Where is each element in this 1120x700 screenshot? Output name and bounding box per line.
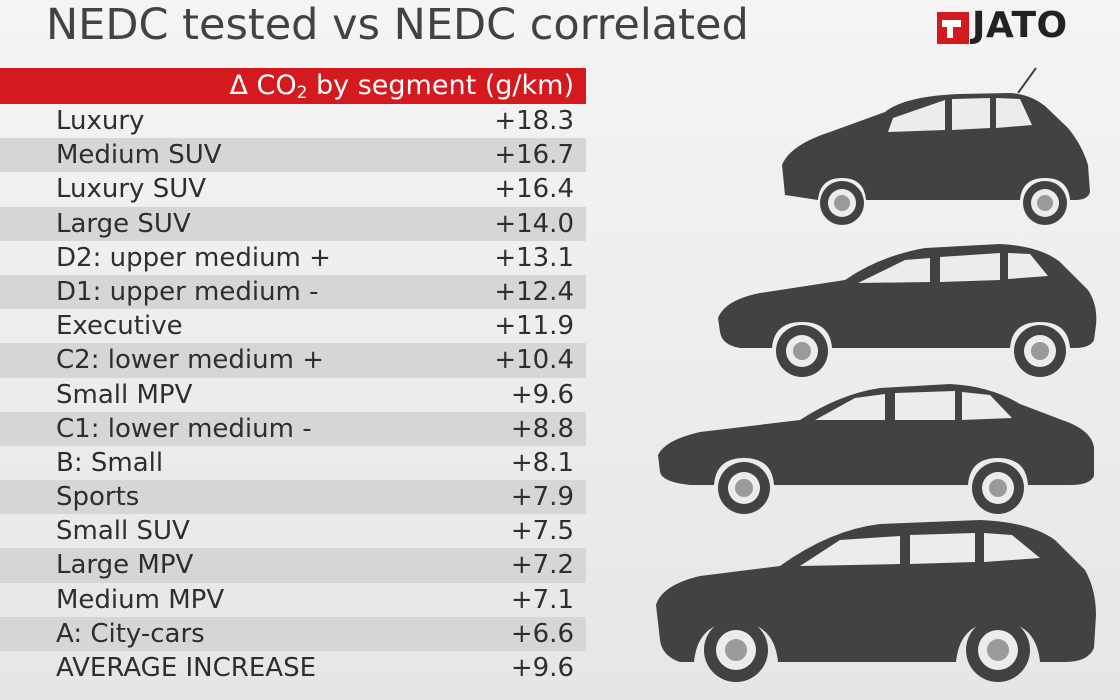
co2-value: +7.9	[510, 482, 574, 513]
table-row: D1: upper medium - +12.4	[0, 274, 586, 310]
car-silhouette-icon	[718, 244, 1097, 377]
co2-value: +16.7	[494, 140, 574, 171]
co2-value: +12.4	[494, 276, 574, 307]
segment-label: D2: upper medium +	[56, 242, 331, 273]
table-row: Small MPV +9.6	[0, 378, 586, 412]
co2-value: +18.3	[494, 106, 574, 136]
co2-value: +10.4	[494, 345, 574, 376]
car-illustrations	[656, 67, 1097, 682]
segment-label: Luxury SUV	[56, 174, 207, 205]
segment-label: Small MPV	[56, 379, 193, 410]
segment-label: Medium MPV	[56, 584, 225, 615]
segment-label: A: City-cars	[56, 618, 205, 649]
table-row: C1: lower medium - +8.8	[0, 411, 586, 446]
segment-label: Luxury	[56, 106, 145, 136]
jato-logo-icon	[937, 12, 969, 44]
segment-label: C1: lower medium -	[56, 413, 312, 444]
segment-label: B: Small	[56, 447, 164, 478]
table-header: Δ CO2 by segment (g/km)	[0, 68, 586, 104]
table-row: B: Small +8.1	[0, 446, 586, 480]
co2-value: +9.6	[510, 379, 574, 410]
table-row: Luxury +18.3	[0, 104, 586, 138]
co2-value: +11.9	[494, 311, 574, 342]
segment-label: Medium SUV	[56, 140, 222, 171]
table-row: D2: upper medium + +13.1	[0, 241, 586, 275]
co2-value: +8.8	[510, 413, 574, 444]
chart-title: NEDC tested vs NEDC correlated	[46, 0, 749, 50]
co2-value: +7.2	[510, 550, 574, 581]
brand-name: JATO	[972, 5, 1068, 46]
co2-value: +7.5	[510, 516, 574, 547]
table-body: Luxury +18.3 Medium SUV +16.7 Luxury SUV +16.…	[0, 104, 586, 685]
table-row: Executive +11.9	[0, 309, 586, 343]
table-row: Large MPV +7.2	[0, 548, 586, 583]
table-row: Sports +7.9	[0, 480, 586, 515]
table-row: AVERAGE INCREASE +9.6	[0, 651, 586, 685]
segment-label: Sports	[56, 482, 140, 513]
header-subscript: 2	[296, 83, 308, 103]
co2-value: +9.6	[510, 653, 574, 683]
header-prefix: Δ CO	[229, 70, 297, 101]
co2-value: +14.0	[494, 208, 574, 239]
co2-value: +13.1	[494, 242, 574, 273]
co2-value: +8.1	[510, 447, 574, 478]
table-row: Large SUV +14.0	[0, 206, 586, 241]
segment-label: Small SUV	[56, 516, 190, 547]
co2-value: +6.6	[510, 618, 574, 649]
segment-table: Δ CO2 by segment (g/km) Luxury +18.3 Mediu…	[0, 68, 586, 685]
segment-label: Large MPV	[56, 550, 194, 581]
segment-label: AVERAGE INCREASE	[56, 653, 316, 683]
table-row: Medium SUV +16.7	[0, 138, 586, 173]
header-suffix: by segment (g/km)	[307, 70, 574, 101]
segment-label: D1: upper medium -	[56, 276, 319, 307]
co2-value: +16.4	[494, 174, 574, 205]
segment-label: C2: lower medium +	[56, 345, 324, 376]
car-silhouette-icon	[656, 520, 1096, 682]
car-silhouette-icon	[782, 67, 1090, 225]
table-row: Medium MPV +7.1	[0, 583, 586, 617]
table-row: A: City-cars +6.6	[0, 616, 586, 651]
segment-label: Large SUV	[56, 208, 191, 239]
table-row: Luxury SUV +16.4	[0, 172, 586, 206]
table-row: C2: lower medium + +10.4	[0, 343, 586, 378]
table-row: Small SUV +7.5	[0, 514, 586, 548]
segment-label: Executive	[56, 311, 183, 342]
co2-value: +7.1	[510, 584, 574, 615]
car-silhouette-icon	[658, 384, 1094, 514]
